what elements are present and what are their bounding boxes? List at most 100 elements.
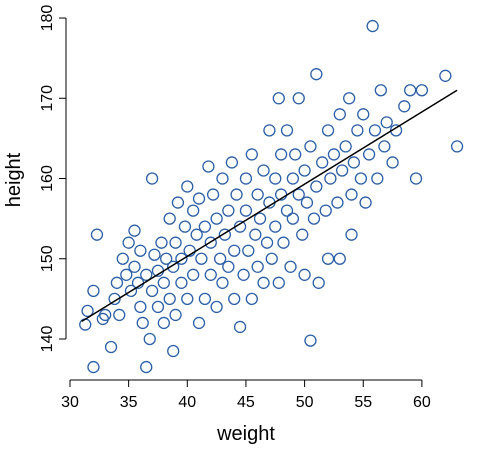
point [206,188,220,201]
point [87,360,100,374]
point [143,332,156,346]
point [265,252,278,265]
point [192,316,206,330]
point [145,172,159,185]
point [304,140,317,153]
point [245,292,258,306]
point [286,172,300,185]
point [175,252,188,265]
point [167,344,180,358]
point [163,292,176,306]
point [300,196,314,209]
point [228,244,241,257]
point [286,212,300,225]
x-tick-label: 50 [296,394,314,411]
point [347,156,361,169]
point [151,300,165,314]
point [319,204,332,217]
point [99,308,112,322]
point [222,260,235,273]
point [110,276,124,289]
point [251,188,264,201]
point [113,308,126,322]
y-tick-label: 170 [39,85,56,112]
point [280,204,294,217]
point [225,156,239,169]
point [228,292,241,306]
point [277,236,290,249]
point [81,304,94,318]
x-tick-label: 60 [413,394,431,411]
point [362,148,376,161]
point [331,196,344,209]
point [307,212,321,225]
point [213,252,227,265]
point [368,124,382,137]
point [386,156,399,169]
point [216,172,229,185]
point [245,148,258,161]
point [134,300,147,314]
point [167,260,180,273]
point [284,260,297,273]
point [216,276,229,289]
point [230,188,243,201]
point [324,172,337,185]
point [371,172,384,185]
point [378,140,391,153]
point [210,300,223,314]
point [187,268,200,281]
point [204,236,217,249]
point [357,108,370,121]
point [198,292,212,306]
point [260,236,274,249]
point [298,164,311,177]
point [187,204,200,217]
point [87,284,100,297]
point [157,316,170,330]
point [310,180,323,193]
point [272,92,285,105]
point [404,84,417,97]
point [321,252,335,265]
fit-line [81,89,458,322]
point [345,188,358,201]
point [148,248,161,261]
point [190,228,203,241]
point [192,192,206,205]
point [136,316,149,330]
point [169,236,182,249]
point [140,268,153,281]
point [90,228,104,241]
y-tick-label: 150 [39,245,56,272]
point [202,160,215,173]
point [415,84,429,97]
point [274,148,288,161]
point [124,284,138,297]
point [237,268,250,281]
point [289,148,302,161]
point [249,228,262,241]
x-axis-label: weight [216,423,275,445]
point [439,69,452,82]
point [140,360,153,374]
point [374,84,387,97]
point [398,100,411,113]
point [354,172,368,185]
point [181,180,194,193]
point [409,172,423,185]
point [345,228,358,241]
y-tick-label: 180 [39,5,56,32]
point [181,292,194,306]
point [280,124,294,137]
point [175,276,188,289]
point [359,196,372,209]
point [298,268,311,281]
point [269,220,282,233]
point [333,108,346,121]
point [204,268,217,281]
y-axis-label: height [3,152,25,207]
point [351,124,364,137]
x-tick-label: 55 [354,394,372,411]
point [257,276,270,289]
